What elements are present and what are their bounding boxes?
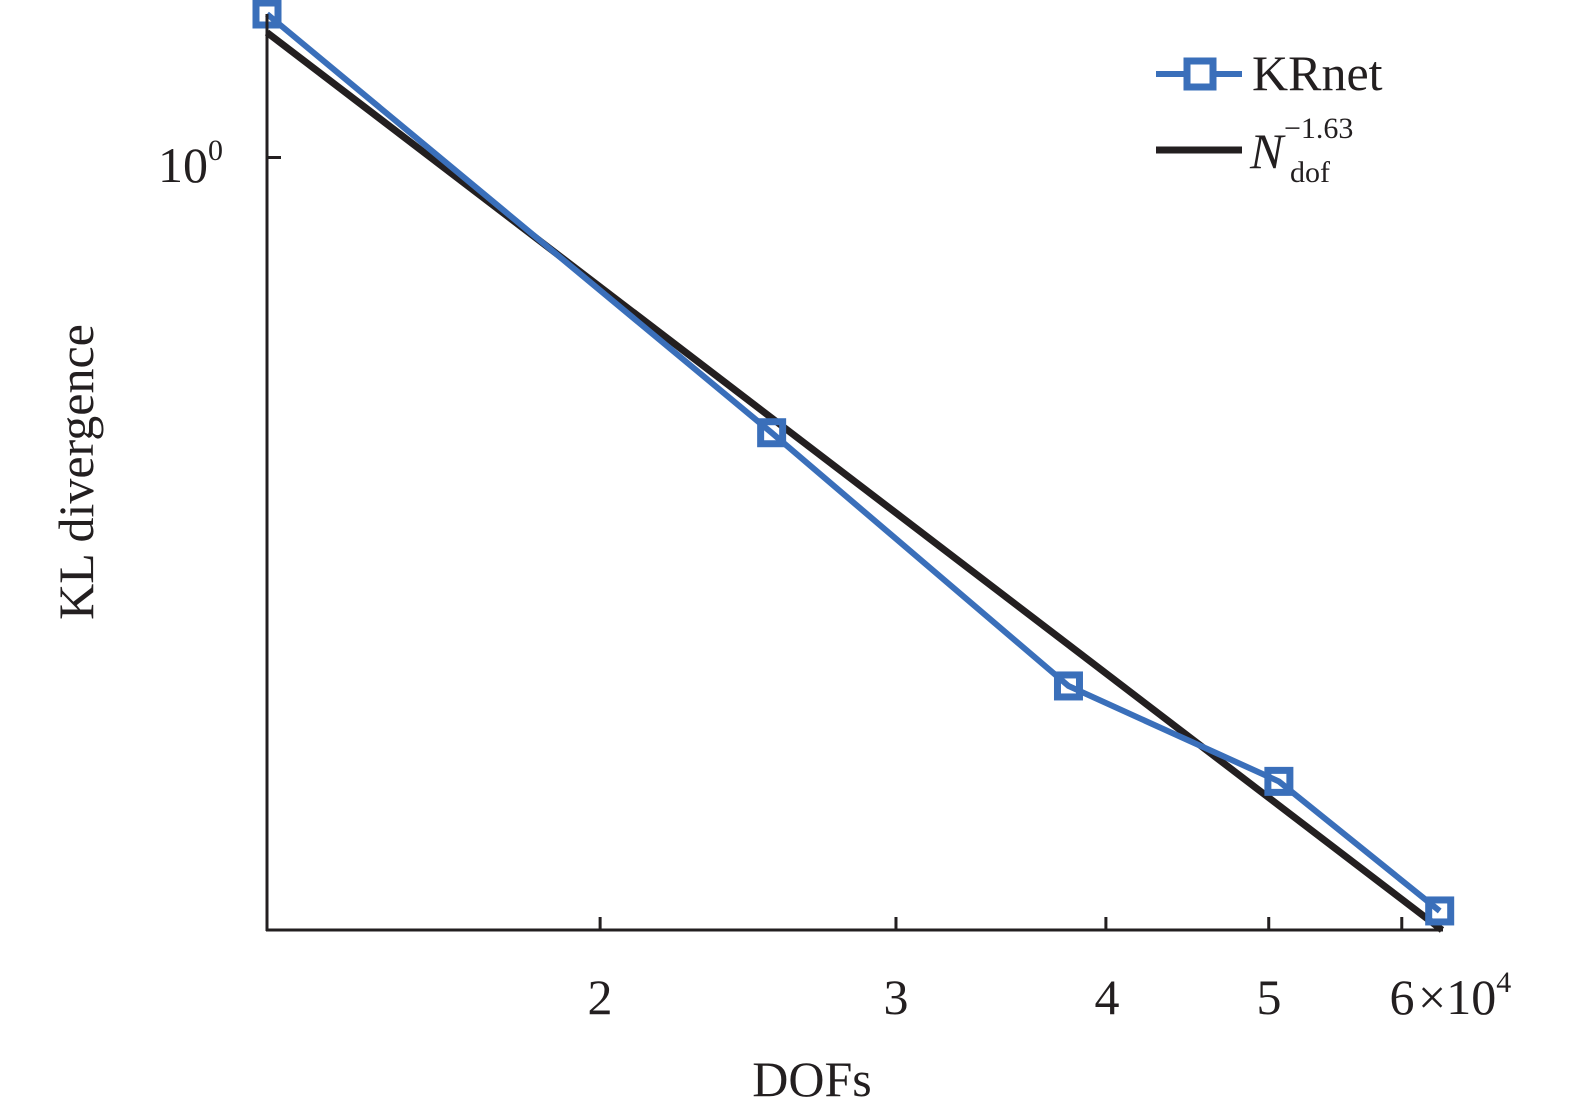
y-tick-exponent: 0: [208, 134, 223, 168]
legend-label-fit-base: N: [1250, 123, 1284, 179]
series-fit-line: [264, 29, 1445, 933]
x-tick-label: 3: [883, 969, 909, 1025]
data-point-marker: [1425, 896, 1455, 926]
legend-label-fit-subscript: dof: [1290, 156, 1330, 189]
x-multiplier-exponent: 4: [1496, 966, 1512, 1000]
legend-label-fit-exponent: −1.63: [1284, 112, 1354, 145]
data-point-marker: [1264, 766, 1294, 796]
x-tick-label: 6: [1389, 969, 1415, 1025]
y-tick-base: 10: [158, 137, 208, 193]
legend-line-marker-icon: [1156, 57, 1242, 91]
plot-area: [252, 0, 1455, 933]
series-krnet-line: [265, 11, 1442, 914]
y-axis-label: KL divergence: [48, 324, 104, 620]
x-tick-label: 5: [1256, 969, 1282, 1025]
axis-ticks: [267, 156, 1404, 930]
x-axis-label: DOFs: [752, 1051, 872, 1107]
legend-label-krnet: KRnet: [1252, 45, 1383, 101]
legend-line-icon: [1156, 146, 1242, 154]
data-point-marker: [757, 418, 787, 448]
x-tick-label: 2: [587, 969, 613, 1025]
y-tick-label: 100: [158, 134, 223, 194]
x-multiplier: ×104: [1418, 966, 1512, 1026]
x-multiplier-base: ×10: [1418, 969, 1497, 1025]
x-tick-label: 4: [1094, 969, 1120, 1025]
data-point-marker: [1053, 671, 1083, 701]
